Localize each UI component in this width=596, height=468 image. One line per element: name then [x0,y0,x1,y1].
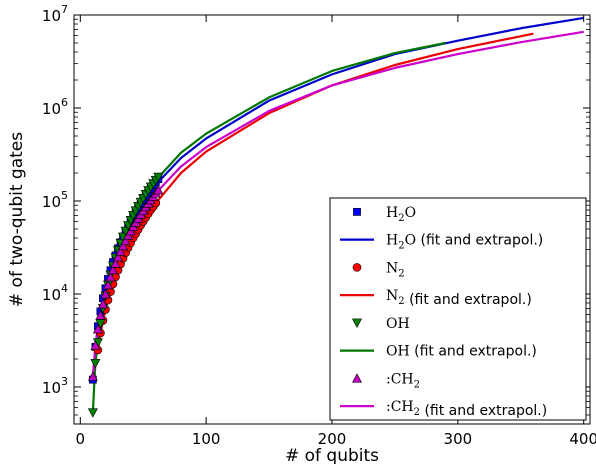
legend-marker-swatch [353,207,361,216]
data-point-oh [87,408,98,418]
data-point-ch2 [118,240,129,251]
data-point-ch2 [102,279,113,290]
y-axis-title: # of two-qubit gates [7,132,27,307]
y-tick-label: 107 [42,3,68,25]
legend-entry-h2o-fit-and-extrapol: H2O (fit and extrapol.) [340,233,543,252]
legend-marker-swatch [352,373,362,383]
data-point-ch2 [87,371,98,381]
y-tick-label: 104 [42,282,68,304]
legend-label: H2O (fit and extrapol.) [386,233,543,252]
legend-label: N2 (fit and extrapol.) [386,288,532,308]
data-point-ch2 [100,288,111,299]
data-point-ch2 [92,323,103,334]
legend-label: OH [386,316,410,332]
legend-entry-h2o: H2O [353,205,416,224]
legend-entry-ch2: :CH2 [352,371,420,390]
x-tick-label: 0 [76,430,86,448]
data-point-ch2 [115,246,126,256]
data-point-ch2 [113,251,124,262]
data-point-oh [90,358,101,369]
legend: H2O H2O (fit and extrapol.) N2 N2 (fit and … [329,197,587,421]
data-point-ch2 [105,271,116,282]
legend-label: OH (fit and extrapol.) [386,344,537,360]
legend-label: N2 [386,260,405,279]
series-layer [87,16,584,418]
legend-marker-swatch [352,263,362,272]
legend-label: :CH2 [386,371,420,390]
data-point-ch2 [108,264,119,275]
y-tick-label: 103 [42,375,68,397]
legend-entry-n2: N2 [352,260,405,279]
y-tick-label: 105 [42,189,68,211]
data-point-ch2 [95,310,106,320]
data-point-ch2 [97,298,108,309]
x-tick-label: 400 [569,430,596,448]
data-point-ch2 [120,235,131,245]
legend-entry-n2-fit-and-extrapol: N2 (fit and extrapol.) [340,288,532,308]
data-point-oh [153,172,164,183]
legend-box [329,197,587,421]
x-tick-label: 200 [318,430,347,448]
legend-entry-ch2-fit-and-extrapol: :CH2 (fit and extrapol.) [340,399,547,419]
x-tick-label: 100 [192,430,221,448]
legend-entry-oh: OH [352,316,410,332]
data-point-ch2 [153,184,164,195]
x-axis-title: # of qubits [285,446,379,464]
data-point-ch2 [110,258,121,268]
legend-label: H2O [386,205,416,224]
series-ch2 [87,184,164,381]
legend-entry-oh-fit-and-extrapol: OH (fit and extrapol.) [340,344,537,360]
x-tick-label: 300 [444,430,473,448]
legend-marker-swatch [352,318,362,329]
data-point-oh [95,319,106,329]
legend-label: :CH2 (fit and extrapol.) [386,399,547,419]
y-tick-label: 106 [42,96,68,118]
series-n2 [93,198,161,355]
data-point-ch2 [90,340,101,350]
